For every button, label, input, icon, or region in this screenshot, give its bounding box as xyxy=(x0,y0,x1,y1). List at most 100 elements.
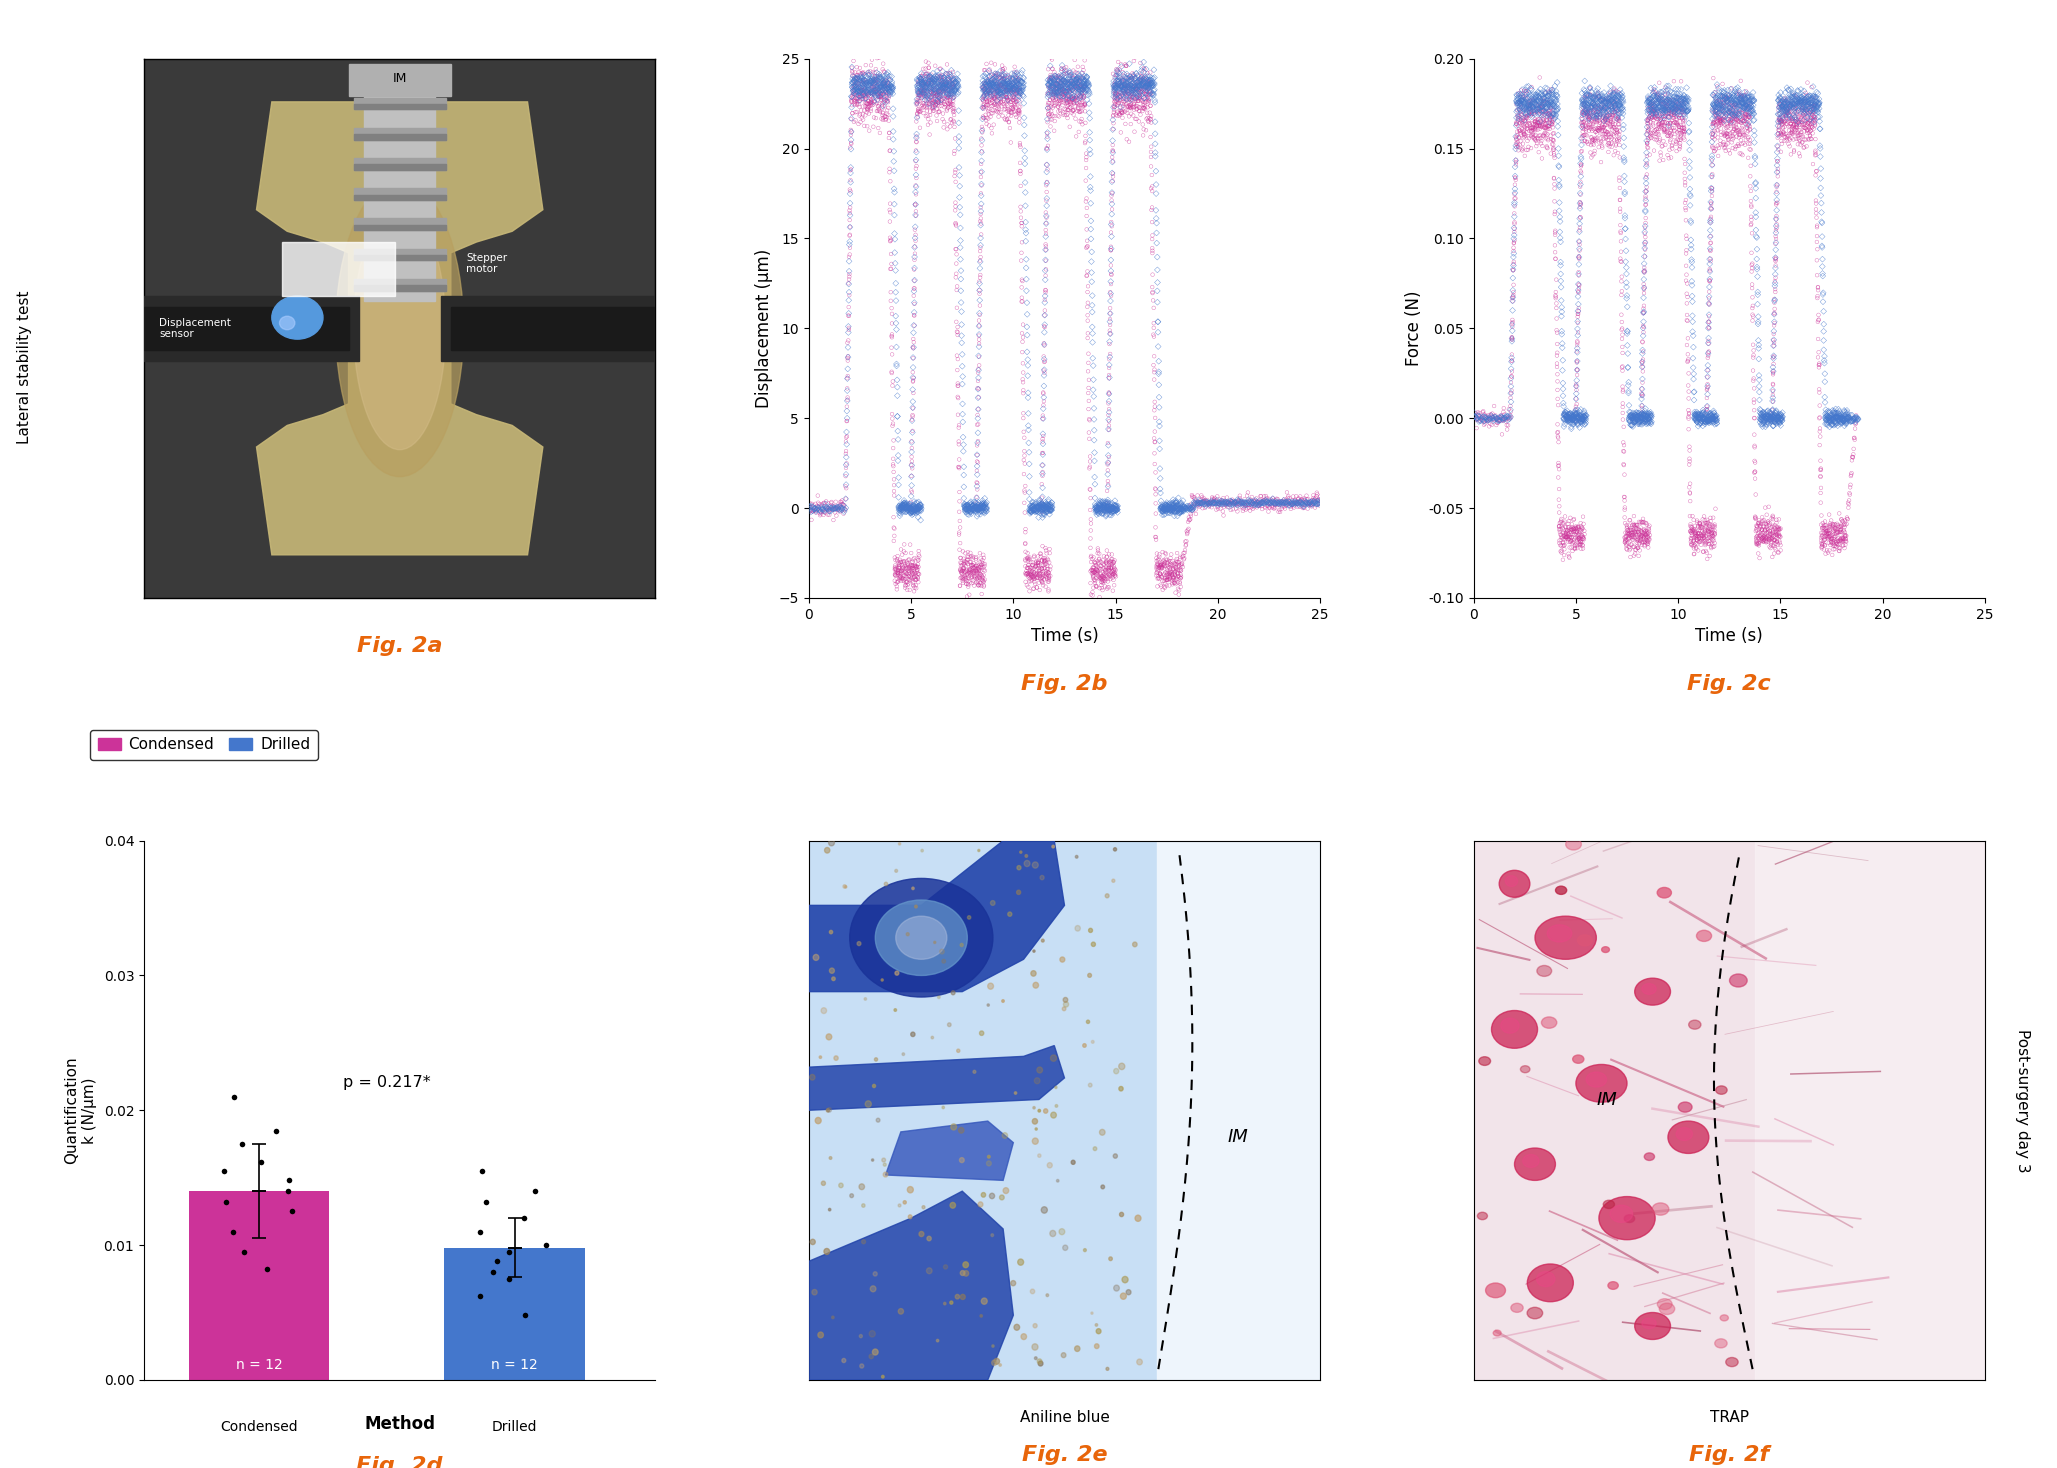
Point xyxy=(1810,542,1843,565)
Point xyxy=(1722,91,1755,115)
Point xyxy=(957,498,989,521)
Point xyxy=(965,496,998,520)
Point xyxy=(1277,490,1310,514)
Point xyxy=(1639,117,1672,141)
Point xyxy=(1572,101,1604,125)
Point xyxy=(1096,567,1129,590)
Point xyxy=(1783,91,1816,115)
Point xyxy=(963,358,996,382)
Point xyxy=(1026,407,1059,430)
Point xyxy=(994,79,1026,103)
Point xyxy=(903,68,936,91)
Point xyxy=(932,84,965,107)
Point xyxy=(1648,107,1681,131)
Point xyxy=(1567,115,1600,138)
Point xyxy=(1676,528,1709,552)
Point xyxy=(847,78,880,101)
Point xyxy=(1726,125,1759,148)
Point xyxy=(1105,100,1138,123)
Point xyxy=(1759,410,1792,433)
Point xyxy=(1697,401,1730,424)
Point xyxy=(806,498,839,521)
Point xyxy=(1066,68,1098,91)
Point xyxy=(1121,87,1154,110)
Point xyxy=(1061,78,1094,101)
Point xyxy=(913,91,946,115)
Point xyxy=(1751,411,1783,435)
Point xyxy=(1047,87,1080,110)
Point xyxy=(1771,101,1804,125)
Point xyxy=(852,70,885,94)
Point xyxy=(965,172,998,195)
Point xyxy=(1086,564,1119,587)
Point xyxy=(1080,501,1113,524)
Point xyxy=(909,82,942,106)
Point xyxy=(1831,405,1864,429)
Point xyxy=(1000,70,1033,94)
Point xyxy=(1518,117,1551,141)
Point xyxy=(1699,109,1732,132)
Point xyxy=(1522,85,1555,109)
Text: Condensed: Condensed xyxy=(220,1421,298,1434)
Point xyxy=(1586,97,1619,120)
Point xyxy=(1117,82,1150,106)
Point xyxy=(909,78,942,101)
Point xyxy=(1088,559,1121,583)
Point xyxy=(1761,135,1794,159)
Point xyxy=(1516,103,1549,126)
Point xyxy=(1759,254,1792,277)
Point xyxy=(1236,493,1269,517)
Point xyxy=(1650,92,1683,116)
Point xyxy=(1664,95,1697,119)
Point xyxy=(954,493,987,517)
Point xyxy=(1728,104,1761,128)
Point xyxy=(1090,499,1123,523)
Point xyxy=(1650,120,1683,144)
Point xyxy=(930,81,963,104)
Point xyxy=(839,68,872,91)
Point xyxy=(1072,321,1105,345)
Point xyxy=(944,236,977,260)
Ellipse shape xyxy=(862,1239,866,1243)
Point xyxy=(1201,493,1234,517)
Point xyxy=(1514,123,1547,147)
Ellipse shape xyxy=(895,869,897,872)
Point xyxy=(961,571,994,595)
Point xyxy=(1164,492,1197,515)
Point xyxy=(1761,160,1794,184)
Point xyxy=(1773,135,1806,159)
Point xyxy=(1613,373,1646,396)
Point xyxy=(1707,107,1740,131)
Point xyxy=(1296,492,1329,515)
Point xyxy=(1541,363,1574,386)
Point xyxy=(1646,92,1679,116)
Point xyxy=(1691,366,1724,389)
Point xyxy=(1763,523,1796,546)
Point xyxy=(938,110,971,134)
Point xyxy=(1033,69,1066,92)
Point xyxy=(1063,79,1096,103)
Point xyxy=(1779,97,1812,120)
Point xyxy=(1802,302,1835,326)
Point xyxy=(1026,567,1059,590)
Point xyxy=(827,493,860,517)
Point xyxy=(1598,79,1631,103)
Point xyxy=(1545,332,1578,355)
Point xyxy=(1006,269,1039,292)
Point xyxy=(1761,517,1794,540)
Point xyxy=(858,68,891,91)
Point xyxy=(1796,95,1829,119)
Point xyxy=(1664,94,1697,117)
Point xyxy=(1516,88,1549,112)
Point xyxy=(837,92,870,116)
Point xyxy=(1545,523,1578,546)
Point xyxy=(880,311,913,335)
Point xyxy=(1502,98,1535,122)
Point xyxy=(874,81,907,104)
Point xyxy=(1187,492,1220,515)
Point xyxy=(850,91,882,115)
Point xyxy=(1012,418,1045,442)
Point xyxy=(1244,492,1277,515)
Point xyxy=(1790,87,1823,110)
Point xyxy=(1156,492,1189,515)
